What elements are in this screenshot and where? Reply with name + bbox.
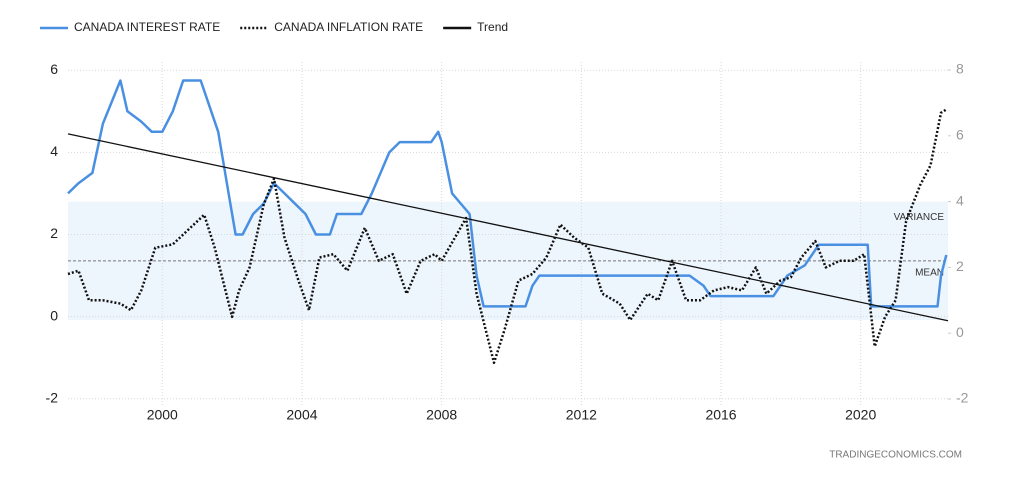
x-tick-label: 2008 <box>426 407 457 423</box>
x-tick-label: 2016 <box>705 407 736 423</box>
y-tick-label: -2 <box>46 389 59 405</box>
y-tick-label: 4 <box>50 143 58 159</box>
y2-tick-label: 0 <box>956 324 964 340</box>
x-tick-label: 2020 <box>845 407 876 423</box>
x-tick-label: 2004 <box>286 407 317 423</box>
x-tick-label: 2000 <box>147 407 178 423</box>
y2-tick-label: 4 <box>956 192 964 208</box>
variance-label: VARIANCE <box>894 212 945 223</box>
x-tick-label: 2012 <box>566 407 597 423</box>
y-tick-label: 0 <box>50 307 58 323</box>
y2-tick-label: 6 <box>956 127 964 143</box>
series-line <box>67 79 948 308</box>
y2-tick-label: -2 <box>956 390 969 406</box>
y-tick-label: 6 <box>50 61 58 77</box>
mean-label: MEAN <box>915 267 944 278</box>
y2-tick-label: 8 <box>956 61 964 77</box>
legend-label: CANADA INTEREST RATE <box>74 20 220 34</box>
legend-label: Trend <box>477 20 508 34</box>
legend-label: CANADA INFLATION RATE <box>274 20 423 34</box>
source-label: TRADINGECONOMICS.COM <box>829 450 962 461</box>
series-line <box>67 108 947 365</box>
y-tick-label: 2 <box>50 225 58 241</box>
y2-tick-label: 2 <box>956 258 964 274</box>
series-line <box>67 133 949 322</box>
